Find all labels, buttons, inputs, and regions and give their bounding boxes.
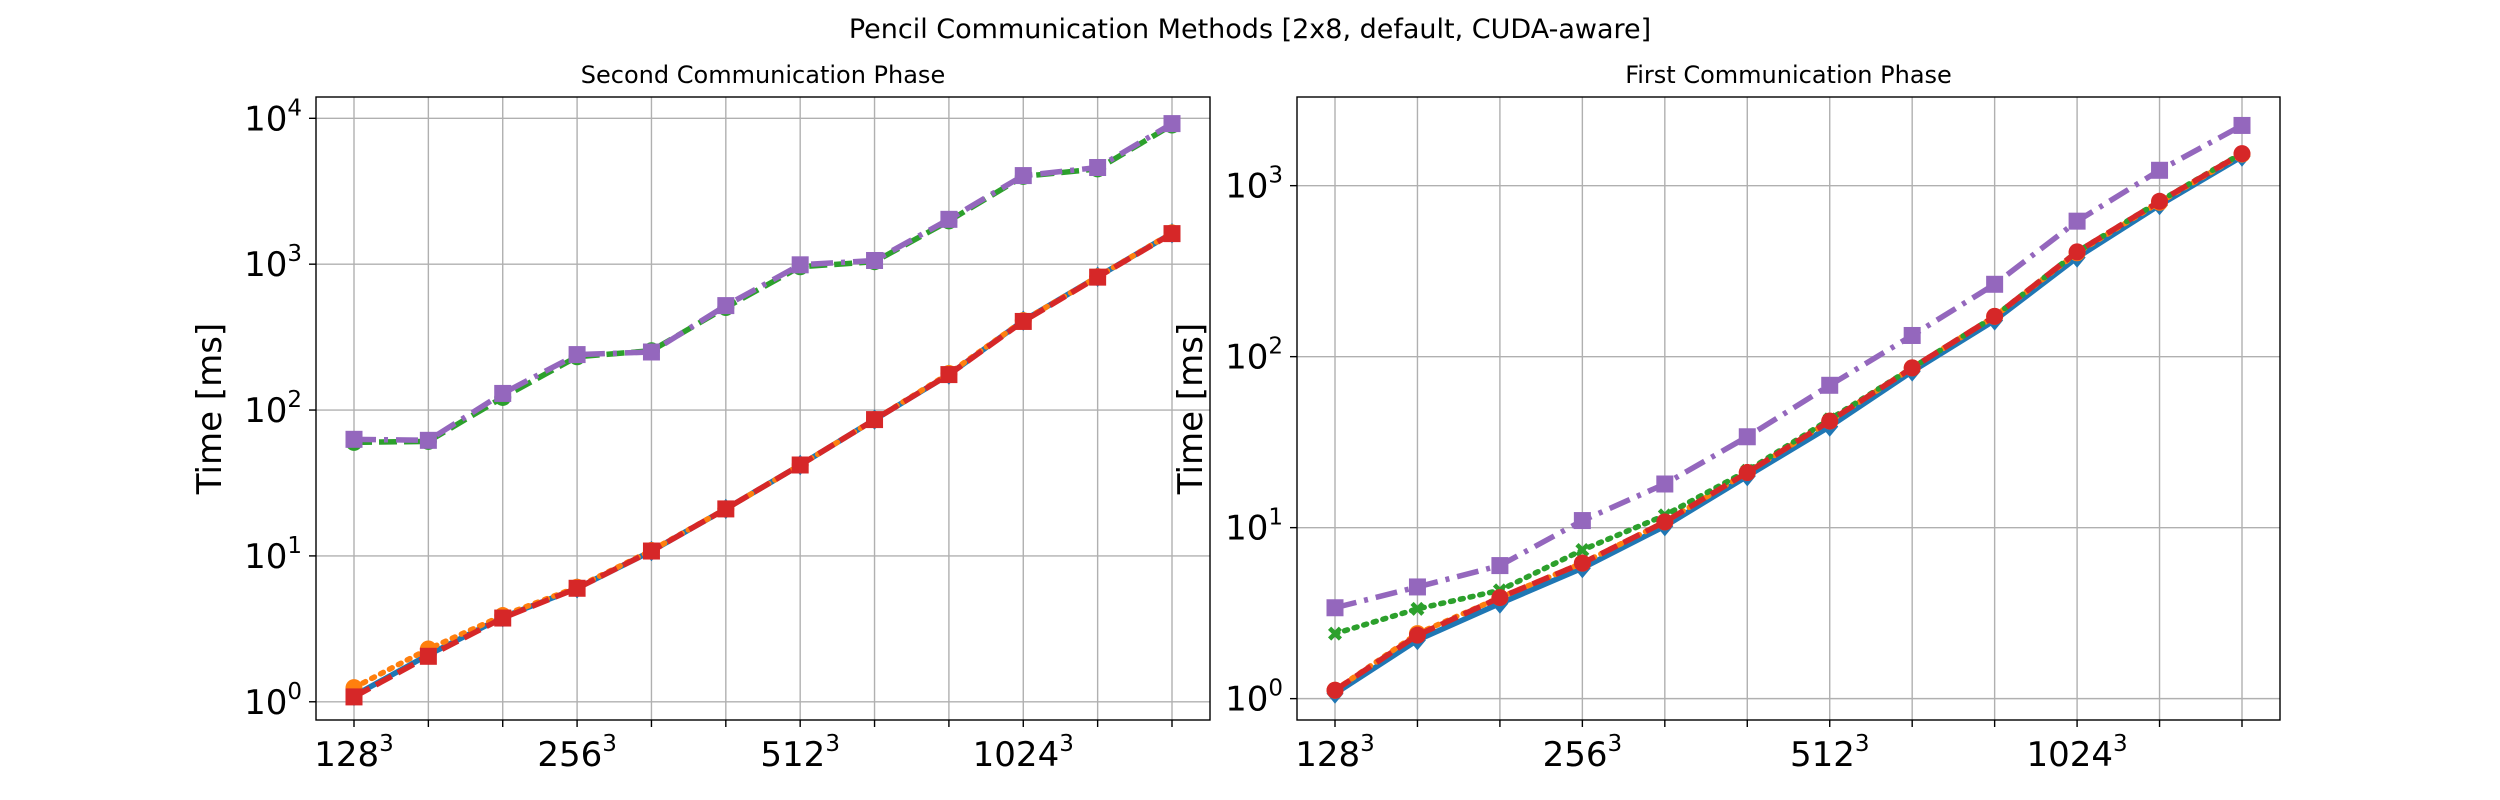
data-point (1903, 326, 1921, 344)
data-point (1903, 359, 1921, 377)
data-point (866, 251, 884, 269)
series-line (352, 231, 1174, 700)
data-point (1089, 268, 1107, 286)
data-point (568, 579, 586, 597)
data-point (419, 431, 437, 449)
data-point (1738, 464, 1756, 482)
data-point (1326, 681, 1344, 699)
data-point (2151, 161, 2169, 179)
data-point (2233, 145, 2251, 163)
data-point (345, 430, 363, 448)
y-tick-label: 103 (244, 241, 302, 285)
series-line (1334, 123, 2244, 611)
series-4 (1326, 145, 2251, 699)
figure-title: Pencil Communication Methods [2x8, defau… (849, 14, 1651, 45)
y-axis-label: Time [ms] (1171, 323, 1211, 495)
x-tick-label: 5123 (1790, 731, 1870, 775)
data-point (1656, 513, 1674, 531)
chart-first-communication-phase: First Communication Phase 100 101 102 103 128… (1171, 61, 2281, 775)
series-3 (1328, 146, 2249, 641)
x-tick-label: 1283 (314, 731, 394, 775)
y-tick-label: 101 (1225, 505, 1283, 549)
y-tick-label: 103 (1225, 163, 1283, 207)
data-point (1014, 312, 1032, 330)
series-line (1332, 150, 2245, 637)
data-point (1408, 626, 1426, 644)
plot-frame (1296, 96, 2281, 721)
data-point (717, 500, 735, 518)
x-tick-label: 10243 (2027, 731, 2128, 775)
y-tick-label: 102 (244, 387, 302, 431)
series-4 (345, 225, 1181, 706)
y-tick-label: 101 (244, 533, 302, 577)
y-tick-label: 100 (244, 679, 302, 723)
x-tick-label: 10243 (973, 731, 1074, 775)
data-point (494, 384, 512, 402)
data-point (642, 542, 660, 560)
data-point (1821, 376, 1839, 394)
data-point (2068, 212, 2086, 230)
chart-title: Second Communication Phase (581, 61, 945, 89)
y-tick-label: 102 (1225, 334, 1283, 378)
series-5 (1326, 116, 2251, 617)
data-point (791, 256, 809, 274)
y-tick-label: 100 (1225, 676, 1283, 720)
data-point (1573, 512, 1591, 530)
chart-second-communication-phase: Second Communication Phase 100 101 102 103 10… (190, 61, 1211, 775)
data-point (1573, 554, 1591, 572)
series-5 (345, 115, 1181, 449)
data-point (1089, 159, 1107, 177)
data-point (1326, 599, 1344, 617)
data-point (1408, 578, 1426, 596)
data-point (1163, 225, 1181, 243)
series-line (1333, 151, 2244, 693)
series-line (352, 230, 1174, 699)
data-point (1986, 307, 2004, 325)
data-point (940, 210, 958, 228)
data-point (1738, 428, 1756, 446)
x-tick-label: 2563 (1543, 731, 1623, 775)
plot-frame (315, 96, 1211, 721)
data-point (1575, 543, 1590, 558)
series-line (1333, 154, 2244, 696)
data-point (2233, 116, 2251, 134)
y-tick-label: 104 (244, 95, 302, 139)
data-point (1014, 167, 1032, 185)
data-point (1163, 115, 1181, 133)
data-point (419, 647, 437, 665)
data-point (791, 456, 809, 474)
data-point (1821, 412, 1839, 430)
y-axis-label: Time [ms] (190, 323, 230, 495)
data-point (2068, 243, 2086, 261)
chart-title: First Communication Phase (1625, 61, 1952, 89)
x-tick-label: 1283 (1295, 731, 1375, 775)
data-point (1986, 275, 2004, 293)
data-point (568, 346, 586, 364)
data-point (717, 297, 735, 315)
data-point (494, 609, 512, 627)
series-line (353, 121, 1174, 444)
data-point (1491, 557, 1509, 575)
data-point (642, 343, 660, 361)
data-point (1491, 589, 1509, 607)
data-point (866, 411, 884, 429)
data-point (1656, 475, 1674, 493)
x-tick-label: 2563 (537, 731, 617, 775)
data-point (345, 688, 363, 706)
x-tick-label: 5123 (760, 731, 840, 775)
data-point (1328, 626, 1342, 641)
series-2 (345, 224, 1181, 697)
data-point (1410, 601, 1425, 616)
series-line (351, 230, 1175, 691)
data-point (2151, 192, 2169, 210)
data-point (940, 366, 958, 384)
